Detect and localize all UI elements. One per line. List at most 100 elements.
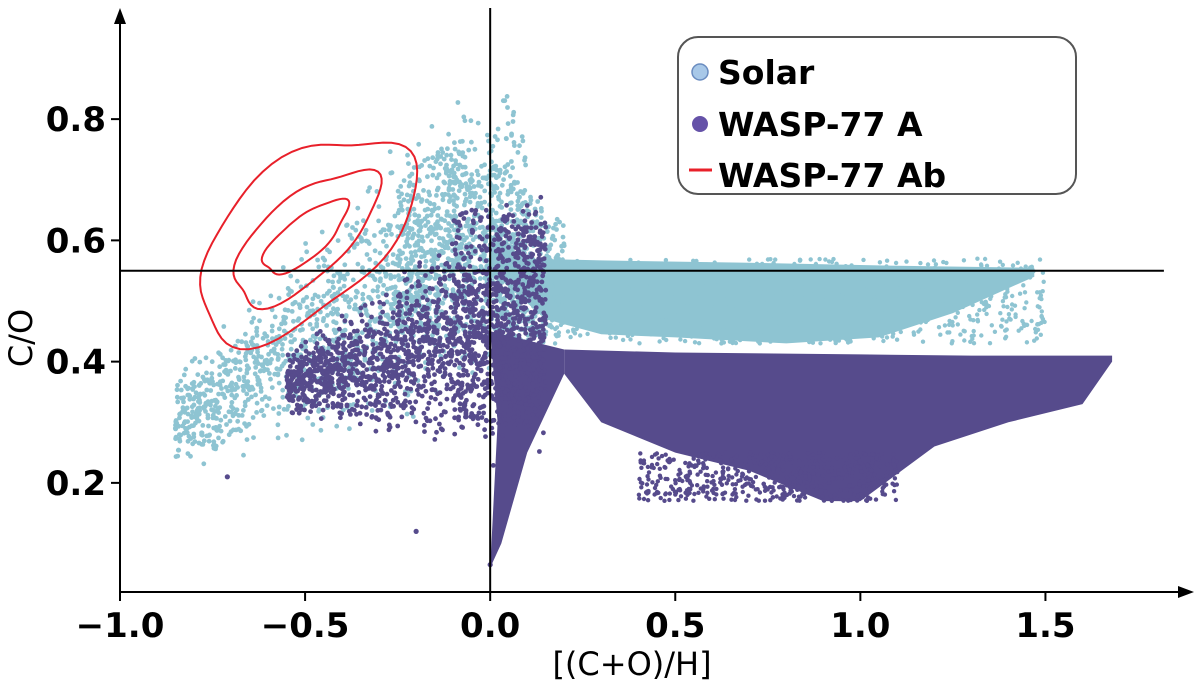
- solar-point: [191, 396, 197, 402]
- solar-point: [789, 291, 794, 297]
- solar-point: [246, 307, 252, 313]
- wasp77a-point: [466, 250, 471, 256]
- wasp77a-point: [516, 333, 522, 338]
- solar-point: [280, 387, 286, 393]
- solar-point: [283, 315, 289, 321]
- wasp77a-point: [350, 375, 356, 381]
- wasp77a-point: [492, 237, 497, 243]
- wasp77a-point: [443, 310, 449, 315]
- solar-point: [269, 328, 275, 334]
- wasp77a-point: [526, 358, 532, 363]
- solar-point: [944, 260, 949, 266]
- solar-point: [469, 172, 475, 178]
- wasp77a-point: [462, 332, 468, 337]
- solar-point: [427, 192, 432, 198]
- solar-point: [422, 216, 428, 222]
- solar-point: [760, 274, 765, 279]
- solar-point: [827, 313, 832, 318]
- solar-point: [512, 143, 517, 149]
- solar-point: [257, 368, 263, 374]
- solar-point: [392, 213, 398, 219]
- wasp77a-point: [430, 357, 435, 363]
- solar-point: [213, 403, 218, 409]
- solar-point: [396, 277, 402, 283]
- solar-point: [423, 250, 428, 256]
- solar-point: [767, 301, 772, 306]
- wasp77a-point: [518, 400, 524, 406]
- solar-point: [398, 203, 404, 209]
- wasp77a-point: [511, 306, 517, 312]
- wasp77a-point: [430, 365, 436, 371]
- solar-point: [264, 403, 270, 408]
- wasp77a-point: [385, 347, 391, 353]
- solar-point: [893, 260, 899, 266]
- solar-point: [250, 415, 256, 420]
- wasp77a-point: [504, 229, 510, 234]
- solar-point: [462, 202, 467, 208]
- solar-point: [430, 155, 436, 161]
- wasp77a-point: [299, 383, 305, 388]
- solar-point: [509, 264, 514, 269]
- solar-point: [315, 294, 321, 300]
- solar-point: [555, 297, 560, 302]
- wasp77a-point: [491, 396, 496, 402]
- solar-point: [439, 243, 445, 249]
- wasp77a-point: [369, 414, 375, 419]
- solar-point: [438, 161, 443, 167]
- wasp77a-point: [353, 362, 359, 367]
- wasp77a-point: [395, 347, 400, 353]
- solar-point: [586, 297, 591, 302]
- solar-point: [737, 337, 743, 343]
- solar-point: [494, 185, 500, 191]
- wasp77a-point: [410, 358, 416, 364]
- wasp77a-point: [515, 418, 521, 423]
- solar-point: [367, 185, 372, 191]
- wasp77a-point: [519, 294, 525, 299]
- solar-point: [272, 371, 278, 377]
- solar-point: [745, 272, 751, 278]
- wasp77a-point: [435, 304, 441, 310]
- wasp77a-point: [337, 410, 343, 416]
- wasp77a-point: [522, 218, 528, 224]
- solar-point: [451, 163, 456, 169]
- wasp77a-point: [511, 320, 516, 326]
- wasp77a-point: [520, 282, 526, 287]
- solar-point: [844, 337, 849, 342]
- wasp77a-point: [334, 356, 340, 362]
- wasp77a-point: [334, 403, 340, 409]
- wasp77a-point: [453, 240, 459, 246]
- wasp77a-point: [444, 260, 450, 266]
- wasp77a-point: [320, 407, 326, 413]
- solar-point: [1022, 306, 1027, 311]
- solar-point: [192, 356, 198, 361]
- wasp77a-point: [496, 384, 502, 389]
- solar-point: [249, 394, 254, 400]
- solar-point: [697, 263, 703, 269]
- wasp77a-point: [499, 273, 504, 278]
- wasp77a-point: [438, 356, 444, 362]
- solar-point: [977, 307, 982, 313]
- solar-point: [598, 294, 603, 300]
- solar-point: [561, 241, 567, 247]
- wasp77a-point: [483, 319, 489, 325]
- wasp77a-point: [523, 419, 529, 424]
- solar-point: [560, 257, 565, 262]
- solar-point: [918, 320, 923, 325]
- solar-point: [774, 329, 780, 335]
- solar-point: [808, 311, 813, 316]
- solar-point: [684, 307, 689, 312]
- wasp77a-point: [337, 326, 342, 332]
- solar-point: [325, 247, 330, 253]
- wasp77a-point: [493, 385, 498, 391]
- wasp77a-point: [372, 372, 377, 378]
- solar-point: [276, 404, 282, 410]
- solar-point: [378, 229, 384, 235]
- solar-point: [388, 302, 394, 307]
- solar-point: [402, 244, 408, 249]
- wasp77a-point: [388, 355, 394, 361]
- wasp77a-point: [538, 194, 544, 200]
- solar-point: [461, 114, 467, 120]
- solar-point: [395, 188, 401, 194]
- wasp77a-point: [541, 375, 547, 380]
- wasp77a-point: [523, 385, 528, 391]
